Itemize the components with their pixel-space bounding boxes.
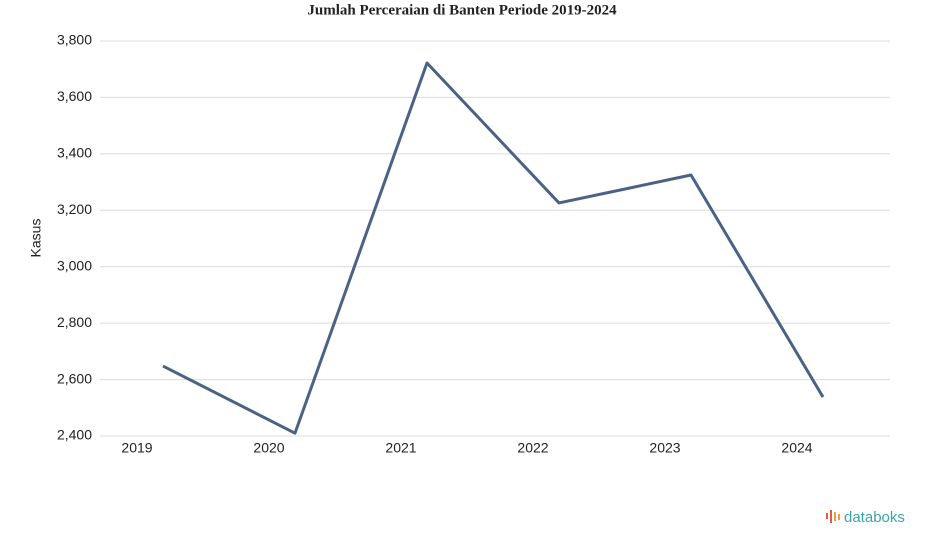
brand-logo: databoks — [826, 509, 905, 526]
x-tick-label: 2024 — [781, 440, 812, 456]
y-axis-label: Kasus — [28, 219, 44, 258]
x-tick-label: 2023 — [649, 440, 680, 456]
x-tick-label: 2022 — [517, 440, 548, 456]
y-tick-label: 2,600 — [57, 370, 92, 386]
y-tick-label: 3,200 — [57, 201, 92, 217]
brand-text: databoks — [844, 509, 905, 526]
x-tick-label: 2019 — [121, 440, 152, 456]
y-tick-label: 3,800 — [57, 32, 92, 48]
y-tick-label: 3,400 — [57, 145, 92, 161]
y-tick-label: 3,000 — [57, 257, 92, 273]
line-series — [162, 61, 825, 435]
y-tick-label: 2,800 — [57, 314, 92, 330]
chart-title: Jumlah Perceraian di Banten Periode 2019… — [307, 2, 617, 18]
y-tick-label: 2,400 — [57, 427, 92, 443]
x-tick-label: 2020 — [253, 440, 284, 456]
y-tick-label: 3,600 — [57, 88, 92, 104]
x-tick-label: 2021 — [385, 440, 416, 456]
